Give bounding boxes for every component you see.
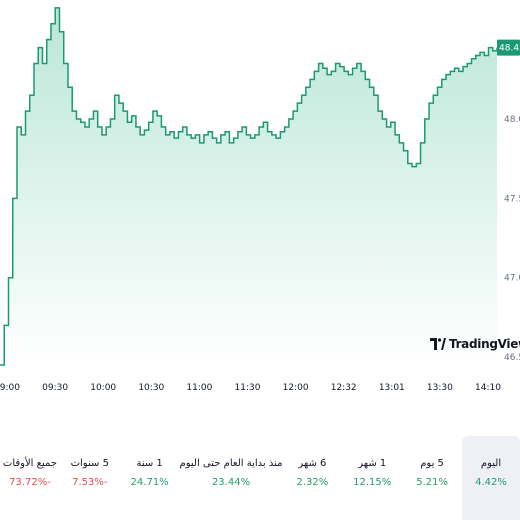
performance-tabs: اليوم 4.42% 5 يوم 5.21% 1 شهر 12.15% 6 شهر 2.32… — [0, 436, 520, 520]
performance-value: 24.71% — [130, 477, 169, 488]
performance-tab[interactable]: اليوم 4.42% — [462, 436, 520, 520]
performance-period-label: 6 شهر — [298, 458, 327, 469]
performance-tab[interactable]: 5 سنوات 7.53%- — [60, 436, 120, 520]
performance-period-label: جميع الأوقات — [2, 458, 57, 469]
performance-value: 2.32% — [296, 477, 329, 488]
chart-canvas[interactable]: 48.00 47.50 47.00 46.50 48.45 09:00 09:30 10:00… — [0, 0, 520, 400]
x-tick-label: 10:30 — [138, 383, 164, 393]
performance-value: 12.15% — [353, 477, 392, 488]
performance-period-label: 1 شهر — [358, 458, 387, 469]
x-tick-label: 09:30 — [42, 383, 68, 393]
performance-value: 7.53%- — [72, 477, 108, 488]
price-line — [0, 7, 498, 366]
tradingview-logo-text: TradingView — [449, 337, 520, 351]
performance-period-label: 5 يوم — [420, 458, 444, 469]
performance-tab[interactable]: 6 شهر 2.32% — [282, 436, 342, 520]
x-tick-label: 13:01 — [379, 383, 405, 393]
performance-value: 73.72%- — [9, 477, 51, 488]
performance-period-label: منذ بداية العام حتى اليوم — [179, 458, 283, 469]
performance-tab[interactable]: 5 يوم 5.21% — [402, 436, 462, 520]
x-tick-label: 14:10 — [475, 383, 501, 393]
y-tick-label: 47.00 — [504, 274, 520, 284]
x-tick-label: 11:00 — [186, 383, 212, 393]
performance-tab[interactable]: 1 سنة 24.71% — [120, 436, 180, 520]
x-tick-label: 12:00 — [283, 383, 309, 393]
performance-period-label: 1 سنة — [136, 458, 163, 469]
tradingview-logo: TradingView — [430, 337, 520, 351]
y-tick-label: 46.50 — [504, 353, 520, 363]
performance-tab[interactable]: منذ بداية العام حتى اليوم 23.44% — [180, 436, 283, 520]
x-tick-label: 09:00 — [0, 383, 20, 393]
performance-tab[interactable]: 1 شهر 12.15% — [342, 436, 402, 520]
performance-period-label: 5 سنوات — [70, 458, 109, 469]
performance-period-label: اليوم — [480, 458, 502, 469]
x-tick-label: 10:00 — [90, 383, 116, 393]
performance-tab[interactable]: جميع الأوقات 73.72%- — [0, 436, 60, 520]
performance-value: 4.42% — [475, 477, 507, 488]
y-tick-label: 47.50 — [504, 194, 520, 204]
y-tick-label: 48.00 — [504, 115, 520, 125]
last-price-label: 48.45 — [499, 44, 520, 54]
price-area — [0, 7, 497, 365]
x-tick-label: 12:32 — [331, 383, 357, 393]
x-tick-label: 13:30 — [427, 383, 453, 393]
performance-value: 5.21% — [416, 477, 448, 488]
x-tick-label: 11:30 — [235, 383, 261, 393]
price-chart[interactable]: 48.00 47.50 47.00 46.50 48.45 09:00 09:30 10:00… — [0, 0, 520, 400]
tradingview-icon — [430, 338, 446, 350]
last-price-badge — [497, 39, 520, 56]
performance-value: 23.44% — [211, 477, 251, 488]
